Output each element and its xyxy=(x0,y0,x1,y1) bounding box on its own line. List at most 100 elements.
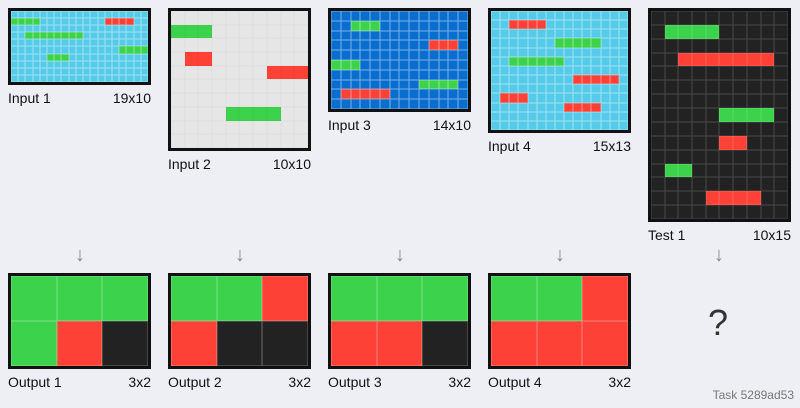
grid-cell-red xyxy=(719,52,734,67)
grid-cell-gray xyxy=(184,134,199,148)
grid-cell-blue xyxy=(331,99,341,109)
grid-cell-black xyxy=(678,135,693,150)
grid-cell-blue xyxy=(409,40,420,51)
grid-cell-light_blue xyxy=(104,53,112,61)
grid-cell-light_blue xyxy=(500,56,510,66)
grid-cell-gray xyxy=(253,134,267,148)
grid-cell-light_blue xyxy=(111,67,120,75)
grid-cell-light_blue xyxy=(564,120,574,130)
grid-cell-black xyxy=(422,321,468,366)
arrow-down-icon: ↓ xyxy=(555,244,565,266)
grid-cell-light_blue xyxy=(491,120,501,130)
grid-cell-light_blue xyxy=(527,102,537,112)
grid-cell-gray xyxy=(280,106,295,121)
grid-cell-light_blue xyxy=(104,11,112,19)
grid-cell-green xyxy=(760,108,775,122)
grid-cell-light_blue xyxy=(509,102,519,112)
grid-cell-black xyxy=(719,11,734,25)
grid-cell-black xyxy=(651,11,665,25)
grid-cell-light_blue xyxy=(600,29,610,39)
grid-cell-green xyxy=(266,106,281,121)
grid-cell-light_blue xyxy=(491,29,501,39)
grid-cell-black xyxy=(651,108,665,122)
grid-cell-black xyxy=(664,135,679,150)
grid-cell-light_blue xyxy=(491,20,501,30)
grid-cell-light_blue xyxy=(119,67,127,75)
grid-cell-light_blue xyxy=(90,74,98,82)
grid-cell-light_blue xyxy=(527,111,537,121)
grid-cell-red xyxy=(111,18,120,26)
grid-cell-light_blue xyxy=(536,38,546,48)
grid-cell-light_blue xyxy=(536,120,546,130)
grid-cell-light_blue xyxy=(39,67,48,75)
grid-cell-gray xyxy=(266,134,281,148)
grid-cell-light_blue xyxy=(545,120,555,130)
grid-cell-light_blue xyxy=(11,53,19,61)
grid-cell-light_blue xyxy=(518,75,528,85)
grid-cell-light_blue xyxy=(573,20,583,30)
grid-cell-red xyxy=(126,18,134,26)
grid-cell-black xyxy=(705,177,720,192)
grid-cell-black xyxy=(651,66,665,81)
grid-cell-gray xyxy=(253,93,267,107)
grid-cell-blue xyxy=(379,99,390,109)
grid-cell-light_blue xyxy=(75,74,84,82)
grid-cell-green xyxy=(61,32,69,40)
grid-cell-light_blue xyxy=(518,47,528,57)
grid-cell-light_blue xyxy=(582,93,592,103)
grid-cell-black xyxy=(746,205,761,219)
grid-cell-red xyxy=(609,75,619,85)
grid-cell-black xyxy=(664,66,679,81)
grid-cell-blue xyxy=(389,69,400,80)
grid-cell-blue xyxy=(360,69,371,80)
grid-cell-light_blue xyxy=(90,53,98,61)
grid-cell-red xyxy=(379,89,390,100)
grid-cell-light_blue xyxy=(618,93,628,103)
grid-cell-red xyxy=(692,52,706,67)
grid-cell-light_blue xyxy=(600,65,610,76)
grid-cell-light_blue xyxy=(609,93,619,103)
grid-cell-black xyxy=(692,149,706,164)
grid-cell-blue xyxy=(379,79,390,90)
grid-cell-light_blue xyxy=(491,93,501,103)
grid-cell-blue xyxy=(379,60,390,70)
grid-cell-light_blue xyxy=(491,65,501,76)
grid-cell-red xyxy=(119,18,127,26)
grid-cell-light_blue xyxy=(140,11,148,19)
grid-cell-light_blue xyxy=(90,39,98,47)
grid-cell-light_blue xyxy=(68,18,76,26)
grid-cell-light_blue xyxy=(39,74,48,82)
grid-cell-light_blue xyxy=(54,18,62,26)
grid-cell-light_blue xyxy=(119,32,127,40)
grid-cell-black xyxy=(651,24,665,39)
grid-cell-light_blue xyxy=(61,11,69,19)
arrow-down-icon: ↓ xyxy=(395,244,405,266)
input-4-size: 15x13 xyxy=(592,138,631,154)
grid-cell-light_blue xyxy=(564,65,574,76)
grid-cell-black xyxy=(651,149,665,164)
grid-cell-light_blue xyxy=(609,38,619,48)
grid-cell-light_blue xyxy=(111,32,120,40)
grid-cell-green xyxy=(47,32,55,40)
grid-cell-red xyxy=(591,102,601,112)
grid-cell-light_blue xyxy=(32,60,40,68)
grid-cell-light_blue xyxy=(90,18,98,26)
grid-cell-light_blue xyxy=(97,53,105,61)
grid-cell-blue xyxy=(458,99,468,109)
grid-cell-light_blue xyxy=(39,25,48,33)
grid-cell-light_blue xyxy=(75,67,84,75)
grid-cell-light_blue xyxy=(564,11,574,21)
grid-cell-black xyxy=(733,66,747,81)
grid-cell-light_blue xyxy=(554,47,565,57)
grid-cell-light_blue xyxy=(61,46,69,54)
grid-cell-blue xyxy=(331,69,341,80)
grid-cell-light_blue xyxy=(518,120,528,130)
grid-cell-gray xyxy=(253,79,267,94)
grid-cell-blue xyxy=(458,20,468,31)
test-1-size: 10x15 xyxy=(752,227,791,243)
input-2-label: Input 2 xyxy=(168,156,211,172)
grid-cell-blue xyxy=(350,30,361,41)
grid-cell-gray xyxy=(294,52,308,66)
grid-cell-light_blue xyxy=(97,11,105,19)
grid-cell-red xyxy=(184,52,199,66)
